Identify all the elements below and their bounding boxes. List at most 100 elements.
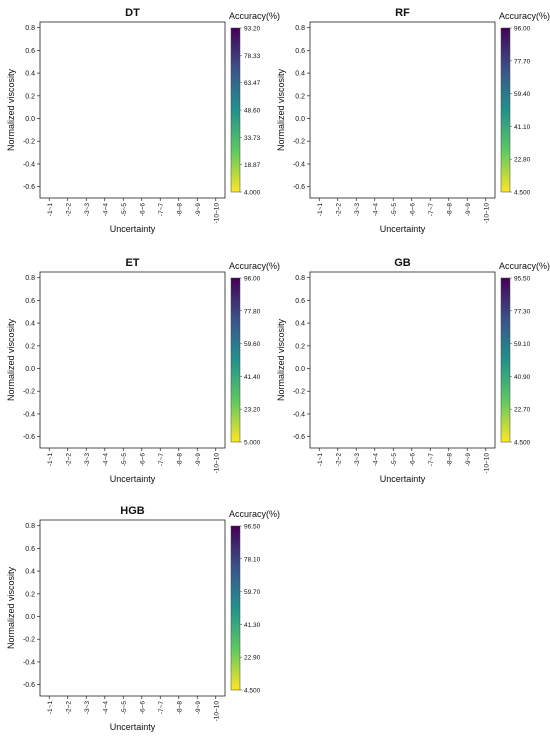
y-tick-label: 0.4 bbox=[25, 71, 35, 78]
colorbar-tick-label: 22.70 bbox=[514, 407, 531, 414]
colorbar bbox=[230, 525, 241, 691]
heatmap-panel-hgb: HGB 0.8 0.6 0.4 0.2 0.0 -0.2 -0.4 -0.6 -1~1 -2~2 -3… bbox=[6, 505, 280, 732]
y-tick-label: 0.6 bbox=[295, 48, 305, 55]
x-tick-label: -4~4 bbox=[372, 203, 379, 217]
y-tick-label: 0.2 bbox=[25, 343, 35, 350]
x-tick-label: -8~8 bbox=[446, 453, 453, 467]
heatmap-panel-rf: RF 0.8 0.6 0.4 0.2 0.0 -0.2 -0.4 -0.6 -1~1 -2~2 -3~… bbox=[276, 7, 550, 234]
plot-area bbox=[309, 21, 496, 199]
x-tick-label: -7~7 bbox=[158, 203, 165, 217]
panel-title: GB bbox=[394, 257, 411, 269]
x-tick-label: -4~4 bbox=[102, 203, 109, 217]
x-tick-label: -1~1 bbox=[317, 453, 324, 467]
y-tick-label: -0.2 bbox=[293, 389, 305, 396]
y-tick-label: 0.4 bbox=[295, 71, 305, 78]
x-tick-label: -7~7 bbox=[158, 453, 165, 467]
x-tick-label: -10~10 bbox=[213, 203, 220, 224]
colorbar-tick-label: 63.47 bbox=[244, 80, 261, 87]
y-tick-label: 0.6 bbox=[25, 546, 35, 553]
colorbar-label: Accuracy(%) bbox=[229, 261, 280, 271]
y-tick-label: -0.6 bbox=[23, 184, 35, 191]
x-tick-label: -2~2 bbox=[65, 203, 72, 217]
y-tick-label: 0.6 bbox=[25, 48, 35, 55]
x-tick-label: -6~6 bbox=[409, 203, 416, 217]
x-tick-label: -2~2 bbox=[335, 203, 342, 217]
colorbar-tick-label: 77.80 bbox=[244, 308, 261, 315]
x-tick-label: -6~6 bbox=[139, 203, 146, 217]
y-tick-label: 0.6 bbox=[295, 298, 305, 305]
x-tick-label: -3~3 bbox=[354, 453, 361, 467]
y-tick-label: 0.6 bbox=[25, 298, 35, 305]
x-tick-label: -8~8 bbox=[176, 701, 183, 715]
y-axis-label: Normalized viscosity bbox=[276, 318, 286, 401]
colorbar bbox=[500, 27, 511, 193]
y-tick-label: -0.2 bbox=[293, 139, 305, 146]
y-tick-label: 0.0 bbox=[25, 366, 35, 373]
heatmap-panel-dt: DT 0.8 0.6 0.4 0.2 0.0 -0.2 -0.4 -0.6 -1~1 -2~2 -3~… bbox=[6, 7, 280, 234]
plot-area bbox=[39, 271, 226, 449]
y-tick-label: -0.6 bbox=[23, 434, 35, 441]
y-tick-label: 0.8 bbox=[295, 275, 305, 282]
panel-title: ET bbox=[125, 257, 139, 269]
x-axis-label: Uncertainty bbox=[110, 474, 156, 484]
y-tick-label: -0.6 bbox=[23, 682, 35, 689]
x-tick-label: -3~3 bbox=[354, 203, 361, 217]
panel-title: RF bbox=[395, 7, 410, 19]
x-tick-label: -3~3 bbox=[84, 701, 91, 715]
colorbar-tick-label: 77.30 bbox=[514, 308, 531, 315]
x-tick-label: -8~8 bbox=[446, 203, 453, 217]
heatmap-panel-gb: GB 0.8 0.6 0.4 0.2 0.0 -0.2 -0.4 -0.6 -1~1 -2~2 -3~… bbox=[276, 257, 550, 484]
panel-title: HGB bbox=[120, 505, 145, 517]
x-tick-label: -1~1 bbox=[317, 203, 324, 217]
y-tick-label: -0.4 bbox=[23, 411, 35, 418]
y-tick-label: 0.4 bbox=[295, 321, 305, 328]
colorbar-label: Accuracy(%) bbox=[499, 11, 550, 21]
x-tick-label: -5~5 bbox=[121, 203, 128, 217]
colorbar-tick-label: 22.80 bbox=[514, 157, 531, 164]
x-tick-label: -6~6 bbox=[139, 453, 146, 467]
x-tick-label: -9~9 bbox=[195, 203, 202, 217]
colorbar bbox=[230, 27, 241, 193]
y-tick-label: 0.0 bbox=[25, 116, 35, 123]
y-tick-label: 0.0 bbox=[295, 366, 305, 373]
y-tick-label: -0.4 bbox=[23, 659, 35, 666]
x-tick-label: -9~9 bbox=[465, 453, 472, 467]
colorbar bbox=[500, 277, 511, 443]
x-tick-label: -1~1 bbox=[47, 701, 54, 715]
colorbar-tick-label: 4.500 bbox=[514, 190, 531, 197]
colorbar-tick-label: 41.30 bbox=[244, 622, 261, 629]
colorbar-tick-label: 78.10 bbox=[244, 556, 261, 563]
x-tick-label: -10~10 bbox=[483, 453, 490, 474]
colorbar-tick-label: 78.33 bbox=[244, 53, 261, 60]
x-tick-label: -5~5 bbox=[121, 453, 128, 467]
colorbar-label: Accuracy(%) bbox=[499, 261, 550, 271]
x-tick-label: -8~8 bbox=[176, 203, 183, 217]
heatmap-panel-et: ET 0.8 0.6 0.4 0.2 0.0 -0.2 -0.4 -0.6 -1~1 -2~2 -3~… bbox=[6, 257, 280, 484]
colorbar-tick-label: 22.90 bbox=[244, 655, 261, 662]
y-axis-label: Normalized viscosity bbox=[6, 318, 16, 401]
plot-area bbox=[39, 21, 226, 199]
y-tick-label: 0.0 bbox=[25, 614, 35, 621]
x-tick-label: -10~10 bbox=[213, 453, 220, 474]
x-tick-label: -7~7 bbox=[158, 701, 165, 715]
y-axis-label: Normalized viscosity bbox=[6, 566, 16, 649]
x-tick-label: -2~2 bbox=[65, 701, 72, 715]
x-tick-label: -1~1 bbox=[47, 453, 54, 467]
colorbar-label: Accuracy(%) bbox=[229, 11, 280, 21]
y-tick-label: -0.2 bbox=[23, 637, 35, 644]
y-tick-label: -0.2 bbox=[23, 389, 35, 396]
x-tick-label: -1~1 bbox=[47, 203, 54, 217]
colorbar-tick-label: 4.000 bbox=[244, 190, 261, 197]
x-tick-label: -5~5 bbox=[121, 701, 128, 715]
x-tick-label: -7~7 bbox=[428, 203, 435, 217]
y-tick-label: 0.8 bbox=[25, 25, 35, 32]
plot-area bbox=[39, 519, 226, 697]
y-tick-label: -0.4 bbox=[293, 411, 305, 418]
y-tick-label: -0.4 bbox=[293, 161, 305, 168]
y-tick-label: 0.2 bbox=[25, 591, 35, 598]
y-tick-label: 0.2 bbox=[25, 93, 35, 100]
colorbar-tick-label: 96.00 bbox=[244, 276, 261, 283]
y-tick-label: 0.0 bbox=[295, 116, 305, 123]
x-tick-label: -7~7 bbox=[428, 453, 435, 467]
